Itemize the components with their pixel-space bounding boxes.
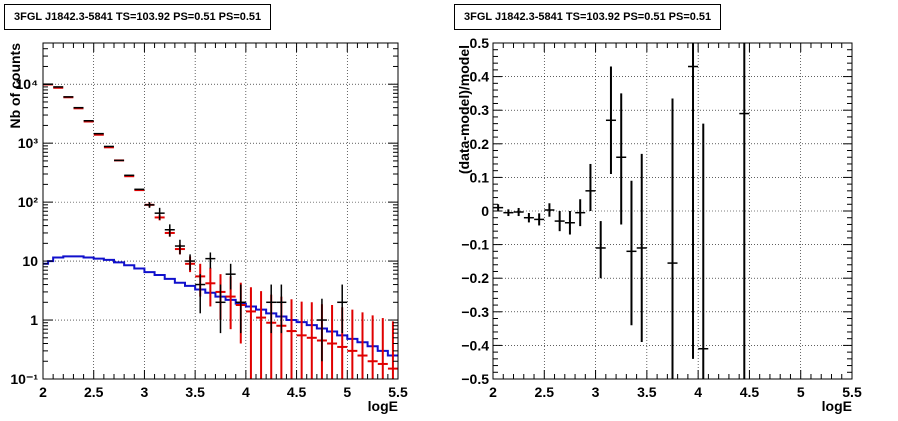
left-y-axis-label: Nb of counts (7, 43, 23, 129)
right-chart-title: 3FGL J1842.3-5841 TS=103.92 PS=0.51 PS=0… (454, 4, 722, 30)
right-y-tick-label: 0.3 (470, 102, 490, 118)
right-y-tick-label: 0 (481, 203, 489, 219)
right-y-tick-label: −0.3 (461, 304, 489, 320)
left-x-axis-label: logE (368, 398, 398, 414)
left-y-tick-label: 10² (18, 194, 39, 210)
right-x-tick-label: 5.5 (842, 384, 862, 400)
left-y-tick-label: 10⁻¹ (10, 371, 38, 387)
right-y-tick-label: −0.1 (461, 237, 489, 253)
left-x-tick-label: 5.5 (388, 384, 408, 400)
left-x-tick-label: 3 (141, 384, 149, 400)
left-y-tick-label: 10 (22, 253, 38, 269)
right-y-tick-label: 0.5 (470, 35, 490, 51)
right-x-tick-label: 2.5 (535, 384, 555, 400)
right-y-tick-label: 0.4 (470, 69, 490, 85)
right-x-tick-label: 5 (797, 384, 805, 400)
right-x-tick-label: 3 (592, 384, 600, 400)
right-x-tick-label: 4 (694, 384, 702, 400)
left-chart-title: 3FGL J1842.3-5841 TS=103.92 PS=0.51 PS=0… (4, 4, 272, 30)
background-model-line (43, 255, 398, 357)
left-y-tick-label: 10³ (18, 135, 39, 151)
right-y-tick-label: −0.5 (461, 371, 489, 387)
right-x-tick-label: 4.5 (740, 384, 760, 400)
left-x-tick-label: 3.5 (185, 384, 205, 400)
left-y-tick-label: 1 (30, 312, 38, 328)
left-y-tick-label: 10⁴ (16, 76, 39, 92)
left-x-tick-label: 2 (39, 384, 47, 400)
right-x-axis-label: logE (822, 398, 852, 414)
left-x-tick-label: 4.5 (287, 384, 307, 400)
right-y-axis-label: (data-model)/model (456, 45, 472, 174)
right-x-tick-label: 2 (489, 384, 497, 400)
left-x-tick-label: 2.5 (84, 384, 104, 400)
left-x-tick-label: 5 (343, 384, 351, 400)
right-x-tick-label: 3.5 (637, 384, 657, 400)
right-y-tick-label: −0.4 (461, 337, 489, 353)
right-y-tick-label: −0.2 (461, 270, 489, 286)
right-y-tick-label: 0.1 (470, 169, 490, 185)
right-y-tick-label: 0.2 (470, 136, 490, 152)
left-x-tick-label: 4 (242, 384, 250, 400)
